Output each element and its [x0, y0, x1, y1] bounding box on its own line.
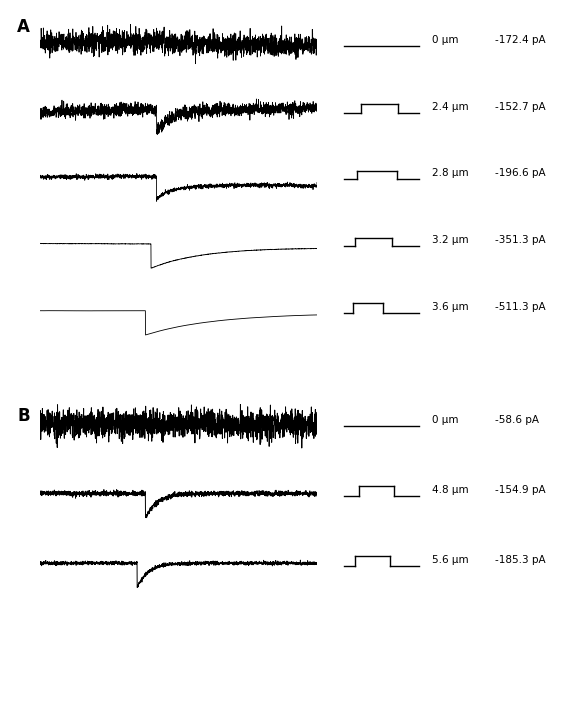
- Text: 4.8 μm: 4.8 μm: [432, 485, 468, 495]
- Text: -196.6 pA: -196.6 pA: [495, 169, 546, 178]
- Text: 3.6 μm: 3.6 μm: [432, 302, 468, 312]
- Text: -154.9 pA: -154.9 pA: [495, 485, 546, 495]
- Text: -58.6 pA: -58.6 pA: [495, 415, 539, 425]
- Text: 0 μm: 0 μm: [432, 415, 458, 425]
- Text: 5.6 μm: 5.6 μm: [432, 555, 468, 565]
- Text: 2.8 μm: 2.8 μm: [432, 169, 468, 178]
- Text: -172.4 pA: -172.4 pA: [495, 35, 546, 45]
- Text: -511.3 pA: -511.3 pA: [495, 302, 546, 312]
- Text: 0 μm: 0 μm: [432, 35, 458, 45]
- Text: 2.4 μm: 2.4 μm: [432, 102, 468, 112]
- Text: A: A: [17, 18, 30, 36]
- Text: 3.2 μm: 3.2 μm: [432, 235, 468, 245]
- Text: -152.7 pA: -152.7 pA: [495, 102, 546, 112]
- Text: B: B: [17, 407, 30, 425]
- Text: -185.3 pA: -185.3 pA: [495, 555, 546, 565]
- Text: -351.3 pA: -351.3 pA: [495, 235, 546, 245]
